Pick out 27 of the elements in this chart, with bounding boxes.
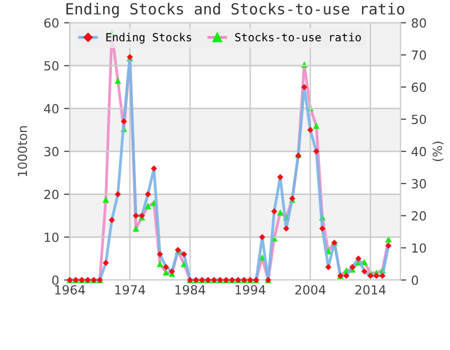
legend-label: Ending Stocks: [106, 32, 192, 44]
y-tick-label: 10: [44, 232, 59, 242]
y2-tick-label: 10: [412, 243, 426, 253]
legend-label: Stocks-to-use ratio: [235, 32, 361, 42]
y-tick-label: 40: [44, 104, 59, 114]
y2-tick-label: 60: [412, 82, 426, 92]
x-tick-label: 2014: [355, 285, 386, 295]
x-tick-label: 1974: [115, 285, 146, 295]
y-axis-title: 1000ton: [18, 126, 28, 176]
y-tick-label: 20: [44, 190, 59, 200]
y2-tick-label: 80: [412, 18, 426, 28]
y2-tick-label: 50: [412, 114, 426, 124]
y2-tick-label: 30: [412, 179, 426, 188]
x-tick-label: 1984: [175, 285, 206, 295]
y2-tick-label: 20: [412, 211, 426, 221]
y2-tick-label: 40: [412, 146, 426, 156]
y2-tick-label: 0: [412, 275, 418, 285]
x-tick-label: 2004: [295, 285, 326, 295]
x-tick-label: 1994: [236, 285, 266, 295]
y2-axis-title: (%): [432, 142, 444, 162]
x-tick-label: 1964: [55, 285, 85, 295]
chart-title: Ending Stocks and Stocks-to-use ratio: [66, 2, 404, 18]
y-tick-label: 60: [44, 18, 59, 28]
y-tick-label: 0: [52, 275, 59, 285]
y2-tick-label: 70: [412, 50, 426, 60]
y-tick-label: 50: [44, 61, 59, 71]
y-tick-label: 30: [44, 146, 59, 156]
